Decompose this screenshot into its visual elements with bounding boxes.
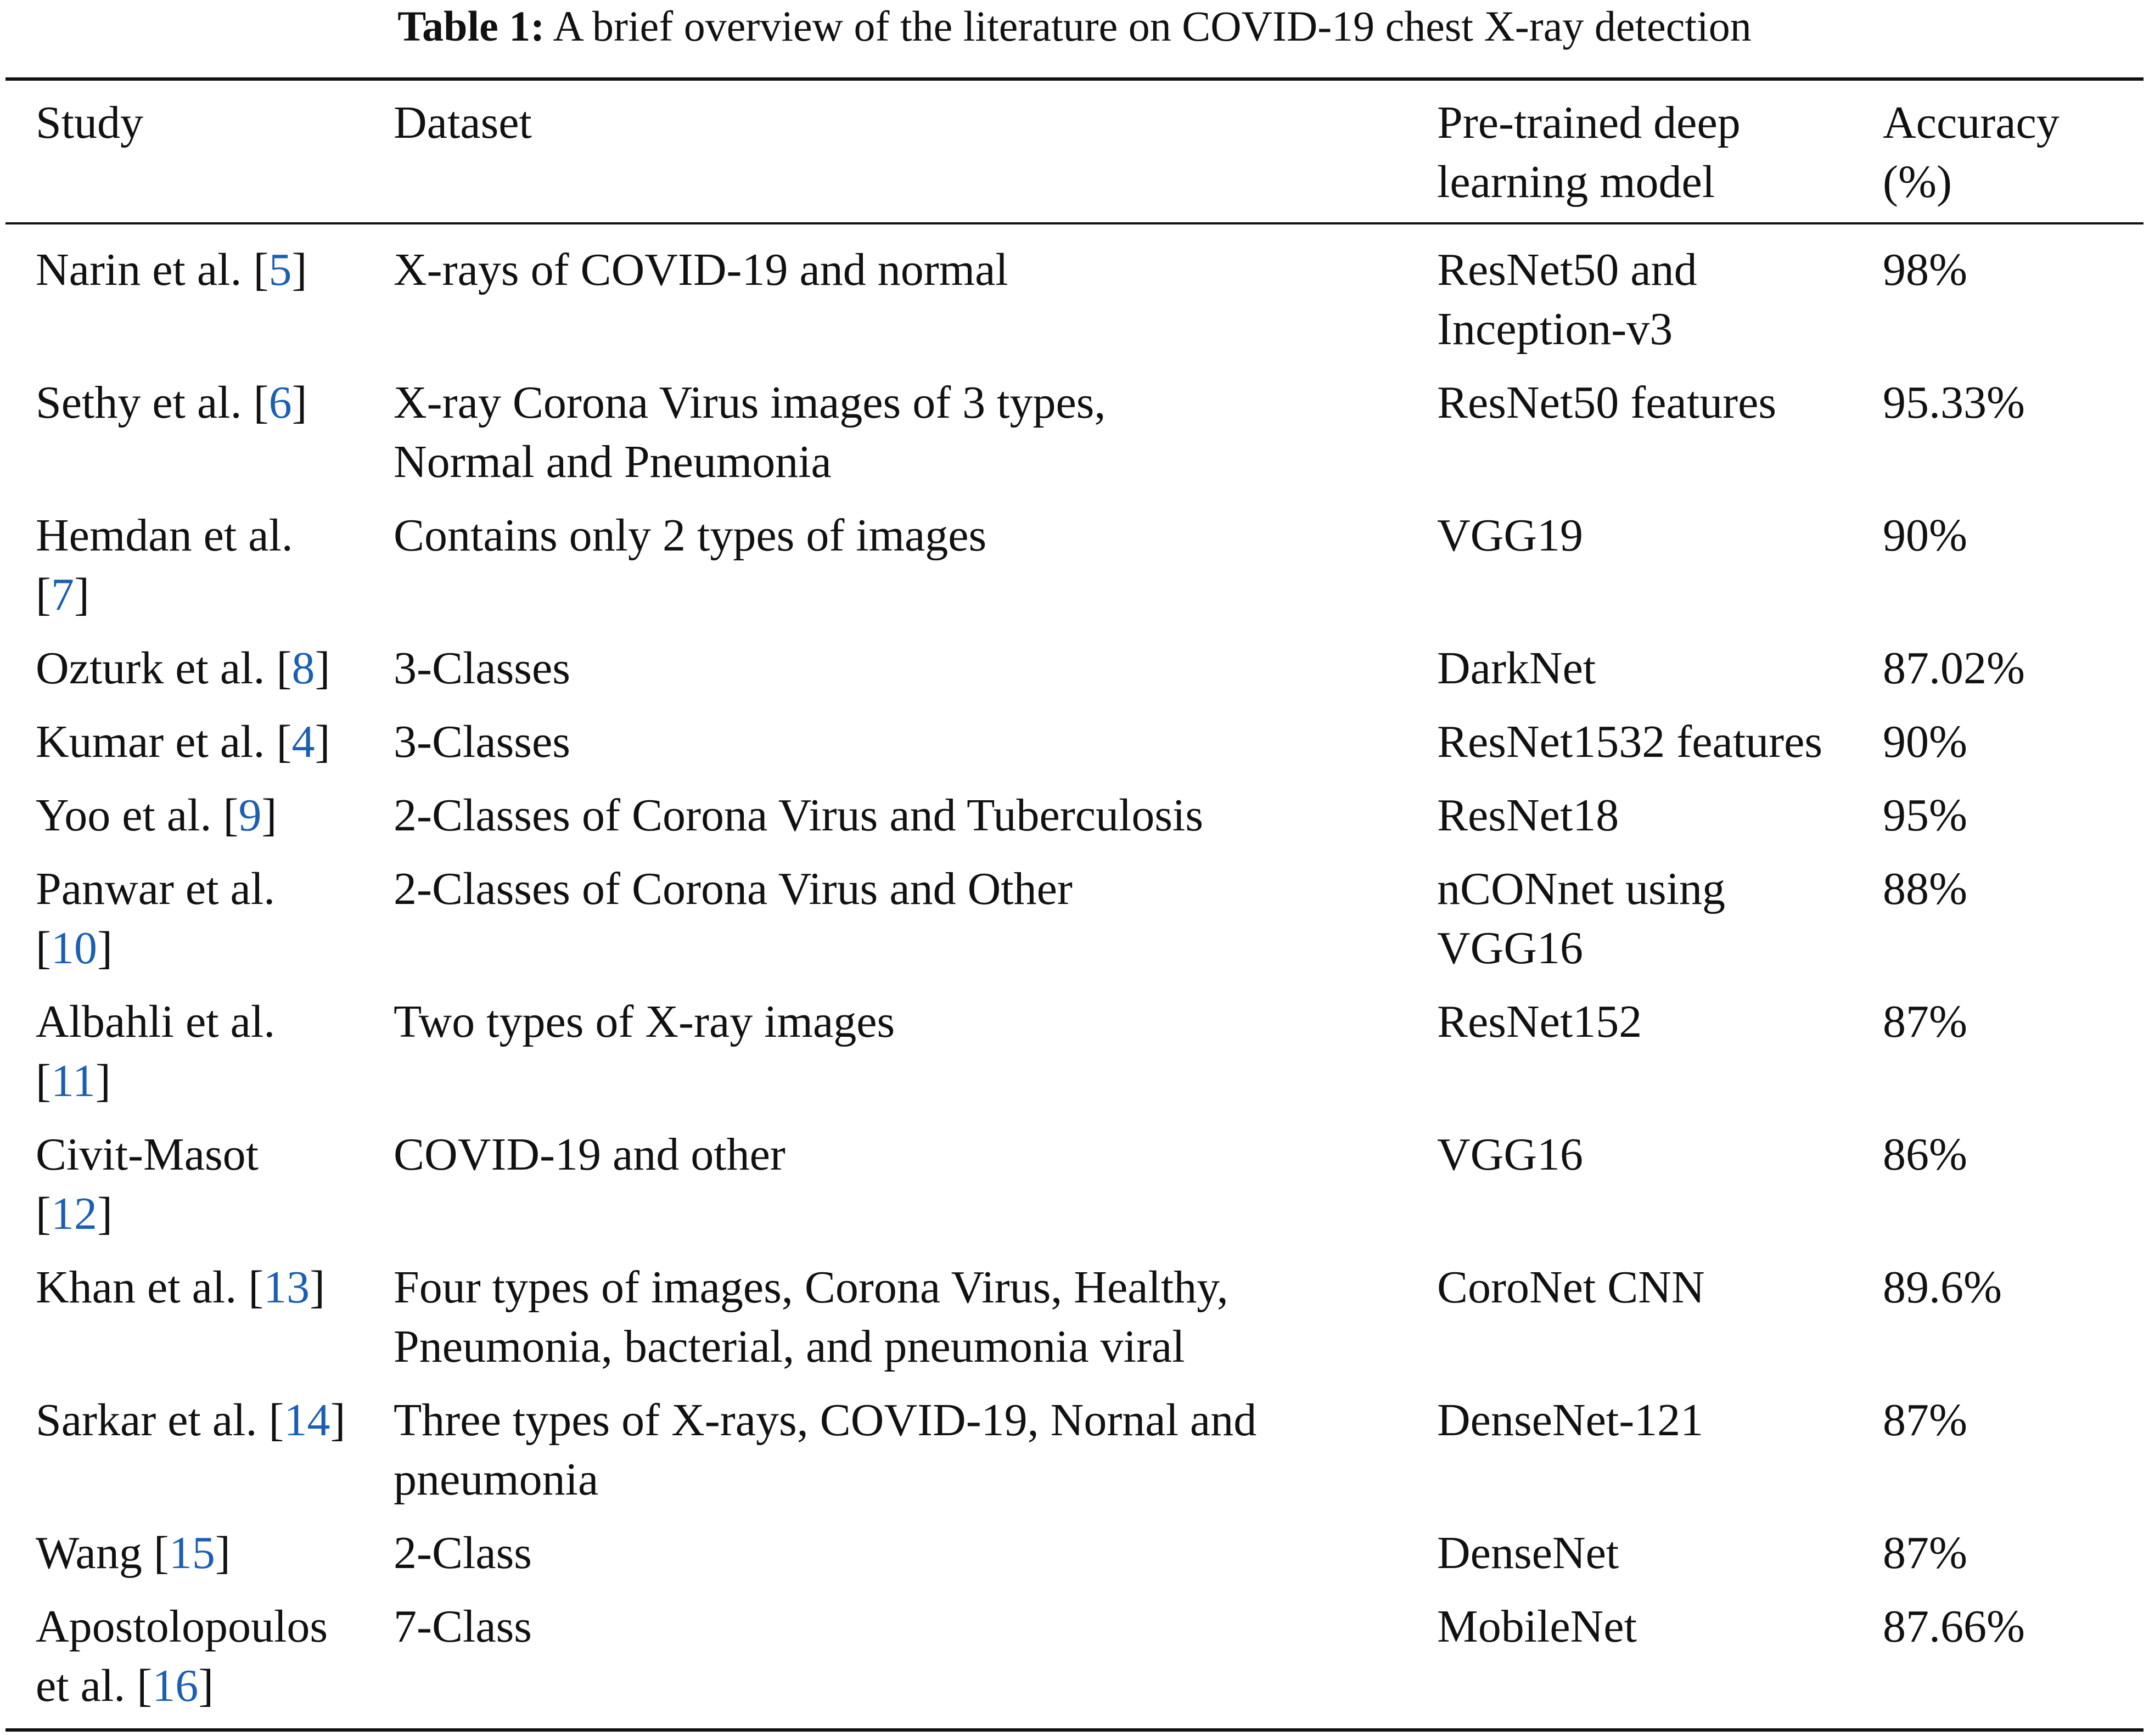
- table-row-study-line-2: [11]: [36, 1055, 111, 1106]
- table-row-dataset: 2-Classes of Corona Virus and Tuberculos…: [394, 790, 1204, 841]
- table-top-rule: [5, 77, 2144, 81]
- table-row-study: Ozturk et al. [8]: [36, 643, 330, 694]
- header-model-line-2: learning model: [1437, 156, 1715, 207]
- table-row-study: Sethy et al. [6]: [36, 377, 307, 428]
- table-row-study-line-2: [12]: [36, 1188, 113, 1239]
- table-row-dataset: X-rays of COVID-19 and normal: [394, 244, 1008, 295]
- table-row-dataset: Contains only 2 types of images: [394, 510, 987, 561]
- table-row-model: CoroNet CNN: [1437, 1262, 1705, 1313]
- table-row-study: Wang [15]: [36, 1527, 231, 1578]
- reference-link[interactable]: 8: [291, 643, 315, 694]
- table-row-model: MobileNet: [1437, 1601, 1637, 1652]
- table-row-model: ResNet50 and: [1437, 244, 1697, 295]
- table-row-accuracy: 86%: [1883, 1129, 1967, 1180]
- table-row-dataset: Two types of X-ray images: [394, 996, 895, 1047]
- table-row-accuracy: 87%: [1883, 996, 1967, 1047]
- table-row-dataset: 7-Class: [394, 1601, 532, 1652]
- table-row-accuracy: 88%: [1883, 863, 1967, 914]
- table-row-accuracy: 87.66%: [1883, 1601, 2025, 1652]
- header-dataset: Dataset: [394, 97, 532, 148]
- table-row-model: ResNet50 features: [1437, 377, 1777, 428]
- table-row-dataset: Three types of X-rays, COVID-19, Nornal …: [394, 1395, 1257, 1446]
- table-row-accuracy: 87%: [1883, 1395, 1967, 1446]
- reference-link[interactable]: 6: [268, 377, 292, 428]
- table-row-accuracy: 95%: [1883, 790, 1967, 841]
- reference-link[interactable]: 13: [263, 1262, 310, 1313]
- table-row-dataset: COVID-19 and other: [394, 1129, 785, 1180]
- table-row-model: VGG19: [1437, 510, 1583, 561]
- table-row-study: Sarkar et al. [14]: [36, 1395, 346, 1446]
- table-row-dataset: 2-Classes of Corona Virus and Other: [394, 863, 1073, 914]
- table-row-model-line-2: VGG16: [1437, 923, 1583, 974]
- reference-link[interactable]: 11: [51, 1055, 96, 1106]
- reference-link[interactable]: 15: [169, 1527, 215, 1578]
- reference-link[interactable]: 7: [51, 569, 74, 620]
- table-row-accuracy: 87%: [1883, 1527, 1967, 1578]
- table-header-rule: [5, 222, 2144, 224]
- table-row-study: Khan et al. [13]: [36, 1262, 326, 1313]
- table-row-study-line-2: et al. [16]: [36, 1660, 214, 1711]
- table-caption-label: Table 1:: [397, 2, 545, 50]
- table-row-study: Apostolopoulos: [36, 1601, 328, 1652]
- reference-link[interactable]: 9: [238, 790, 262, 841]
- table-caption-text: A brief overview of the literature on CO…: [553, 2, 1752, 50]
- table-row-accuracy: 90%: [1883, 716, 1967, 767]
- table-row-accuracy: 87.02%: [1883, 643, 2025, 694]
- table-row-model: DarkNet: [1437, 643, 1596, 694]
- table-row-study: Narin et al. [5]: [36, 244, 307, 295]
- table-row-dataset: 2-Class: [394, 1527, 532, 1578]
- table-row-study: Panwar et al.: [36, 863, 276, 914]
- header-accuracy-line-1: Accuracy: [1883, 97, 2060, 148]
- header-study: Study: [36, 97, 144, 148]
- table-row-dataset: 3-Classes: [394, 716, 570, 767]
- table-row-accuracy: 89.6%: [1883, 1262, 2002, 1313]
- table-row-accuracy: 95.33%: [1883, 377, 2025, 428]
- header-accuracy-line-2: (%): [1883, 156, 1952, 207]
- table-row-study: Kumar et al. [4]: [36, 716, 330, 767]
- reference-link[interactable]: 12: [51, 1188, 97, 1239]
- table-row-study-line-2: [10]: [36, 923, 113, 974]
- table-row-study: Hemdan et al.: [36, 510, 293, 561]
- table-row-model: ResNet152: [1437, 996, 1642, 1047]
- table-row-dataset-line-2: Pneumonia, bacterial, and pneumonia vira…: [394, 1321, 1185, 1372]
- table-row-study: Yoo et al. [9]: [36, 790, 277, 841]
- reference-link[interactable]: 4: [291, 716, 315, 767]
- table-row-model-line-2: Inception-v3: [1437, 304, 1673, 355]
- table-row-model: DenseNet-121: [1437, 1395, 1704, 1446]
- table-caption: Table 1: A brief overview of the literat…: [0, 0, 2149, 55]
- table-row-model: ResNet18: [1437, 790, 1619, 841]
- reference-link[interactable]: 5: [268, 244, 292, 295]
- table-row-dataset-line-2: Normal and Pneumonia: [394, 436, 832, 487]
- table-row-accuracy: 90%: [1883, 510, 1967, 561]
- table-row-study: Albahli et al.: [36, 996, 276, 1047]
- table-bottom-rule: [5, 1728, 2144, 1732]
- table-row-dataset: X-ray Corona Virus images of 3 types,: [394, 377, 1106, 428]
- table-row-dataset: 3-Classes: [394, 643, 570, 694]
- table-row-accuracy: 98%: [1883, 244, 1967, 295]
- table-row-model: nCONnet using: [1437, 863, 1725, 914]
- reference-link[interactable]: 16: [152, 1660, 199, 1711]
- table-row-dataset-line-2: pneumonia: [394, 1454, 599, 1505]
- table-row-dataset: Four types of images, Corona Virus, Heal…: [394, 1262, 1228, 1313]
- table-row-study: Civit-Masot: [36, 1129, 259, 1180]
- table-row-model: VGG16: [1437, 1129, 1583, 1180]
- reference-link[interactable]: 10: [51, 923, 97, 974]
- table-row-model: ResNet1532 features: [1437, 716, 1823, 767]
- table-row-model: DenseNet: [1437, 1527, 1619, 1578]
- table-row-study-line-2: [7]: [36, 569, 89, 620]
- header-model-line-1: Pre-trained deep: [1437, 97, 1741, 148]
- reference-link[interactable]: 14: [284, 1395, 330, 1446]
